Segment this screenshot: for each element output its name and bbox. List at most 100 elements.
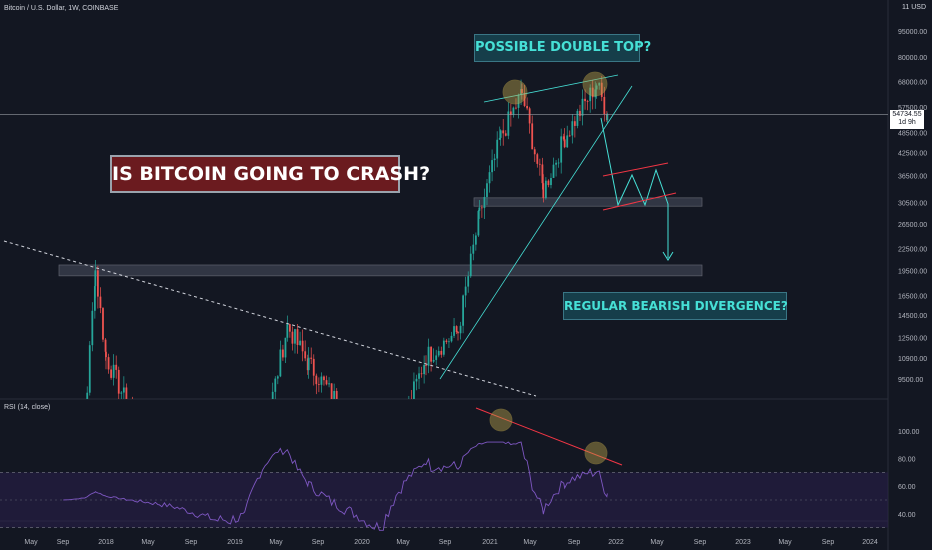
candle-body <box>563 139 566 148</box>
candle-body <box>120 392 123 394</box>
candle-body <box>459 325 462 334</box>
candle-body <box>286 324 289 338</box>
time-tick-label: Sep <box>312 539 325 546</box>
candle-body <box>91 310 94 346</box>
candle-body <box>110 369 112 378</box>
candle-body <box>333 390 336 399</box>
candle-body <box>591 87 594 98</box>
annotation-double-top[interactable]: POSSIBLE DOUBLE TOP? <box>474 34 651 62</box>
time-tick-label: Sep <box>822 539 835 546</box>
candle-body <box>102 308 104 340</box>
currency-marker: 11 <box>901 4 910 11</box>
projection-arrow <box>662 251 674 261</box>
candle-body <box>276 376 279 379</box>
rsi-tick-label: 60.00 <box>898 484 916 491</box>
candle-body <box>86 392 89 399</box>
candle-body <box>469 253 472 277</box>
candle-body <box>581 98 584 116</box>
candle-body <box>477 210 480 236</box>
candle-body <box>536 154 539 164</box>
time-tick-label: 2024 <box>862 539 878 546</box>
candle-body <box>491 160 493 173</box>
price-tick-label: 48500.00 <box>898 131 927 138</box>
candle-body <box>523 93 526 106</box>
candle-body <box>122 387 125 393</box>
candle-body <box>427 346 430 366</box>
candle-body <box>306 358 309 371</box>
double-top-marker <box>582 71 608 97</box>
candle-body <box>493 158 496 161</box>
candle-body <box>115 364 118 370</box>
candle-body <box>320 376 323 385</box>
candle-body <box>478 207 481 211</box>
support-zone <box>473 197 703 207</box>
candle-body <box>462 295 464 326</box>
price-tick-label: 42500.00 <box>898 151 927 158</box>
time-tick-label: May <box>523 539 537 546</box>
price-tick-label: 36500.00 <box>898 174 927 181</box>
price-tick-label: 30500.00 <box>898 201 927 208</box>
candle-body <box>112 364 115 378</box>
candle-body <box>430 346 432 362</box>
double-top-marker <box>502 79 528 105</box>
bar-countdown: 1d 9h <box>898 119 916 126</box>
time-tick-label: May <box>141 539 155 546</box>
annotation-divergence[interactable]: REGULAR BEARISH DIVERGENCE? <box>563 292 788 320</box>
price-tick-label: 80000.00 <box>898 55 927 62</box>
candle-body <box>509 111 512 116</box>
candle-body <box>291 331 294 344</box>
candle-body <box>538 163 541 165</box>
candle-body <box>304 351 307 359</box>
candle-body <box>282 349 284 358</box>
candle-body <box>432 359 435 362</box>
candle-body <box>483 196 486 209</box>
candle-body <box>512 107 515 116</box>
price-tick-label: 14500.00 <box>898 313 927 320</box>
candle-body <box>301 340 304 352</box>
candle-body <box>294 329 296 344</box>
candle-body <box>496 139 499 159</box>
candle-body <box>415 378 418 382</box>
candle-body <box>107 357 110 370</box>
annotation-crash[interactable]: IS BITCOIN GOING TO CRASH? <box>110 155 430 193</box>
time-tick-label: May <box>650 539 664 546</box>
currency-label[interactable]: 11 USD <box>902 4 926 11</box>
last-price: 54734.55 <box>892 111 922 118</box>
price-tick-label: 22500.00 <box>898 247 927 254</box>
candle-body <box>521 89 523 94</box>
support-zones <box>58 197 703 277</box>
candle-body <box>99 296 102 309</box>
candle-body <box>104 339 107 352</box>
price-tick-label: 9500.00 <box>898 377 923 384</box>
price-tick-label: 12500.00 <box>898 336 927 343</box>
time-tick-label: May <box>396 539 410 546</box>
candle-body <box>557 162 560 164</box>
candlestick-series <box>86 75 609 399</box>
price-tick-label: 10900.00 <box>898 356 927 363</box>
candle-body <box>576 110 579 126</box>
price-tick-label: 19500.00 <box>898 268 927 275</box>
candle-body <box>94 270 97 287</box>
rsi-tick-label: 80.00 <box>898 457 916 464</box>
candle-body <box>425 365 427 366</box>
candle-body <box>445 340 448 343</box>
time-tick-label: Sep <box>57 539 70 546</box>
candle-body <box>550 177 552 186</box>
channel-lower <box>602 192 677 211</box>
candle-body <box>600 82 603 97</box>
rsi-tick-label: 100.00 <box>898 429 920 436</box>
time-tick-label: 2018 <box>98 539 114 546</box>
candle-body <box>464 286 467 296</box>
candle-body <box>423 365 426 375</box>
rsi-title: RSI (14, close) <box>4 404 51 411</box>
candle-body <box>472 244 475 254</box>
candle-body <box>507 111 510 136</box>
candle-body <box>579 110 581 116</box>
candle-body <box>453 326 455 336</box>
candle-body <box>547 180 550 186</box>
candle-body <box>288 324 291 332</box>
time-tick-label: Sep <box>694 539 707 546</box>
candle-body <box>93 286 96 311</box>
price-tick-label: 68000.00 <box>898 80 927 87</box>
